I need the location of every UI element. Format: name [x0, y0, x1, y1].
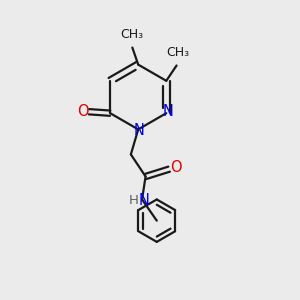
Text: N: N	[139, 193, 150, 208]
Text: CH₃: CH₃	[120, 28, 143, 41]
Text: O: O	[77, 104, 88, 119]
Text: N: N	[134, 123, 144, 138]
Text: N: N	[162, 104, 173, 119]
Text: H: H	[128, 194, 138, 207]
Text: O: O	[170, 160, 182, 175]
Text: CH₃: CH₃	[167, 46, 190, 59]
